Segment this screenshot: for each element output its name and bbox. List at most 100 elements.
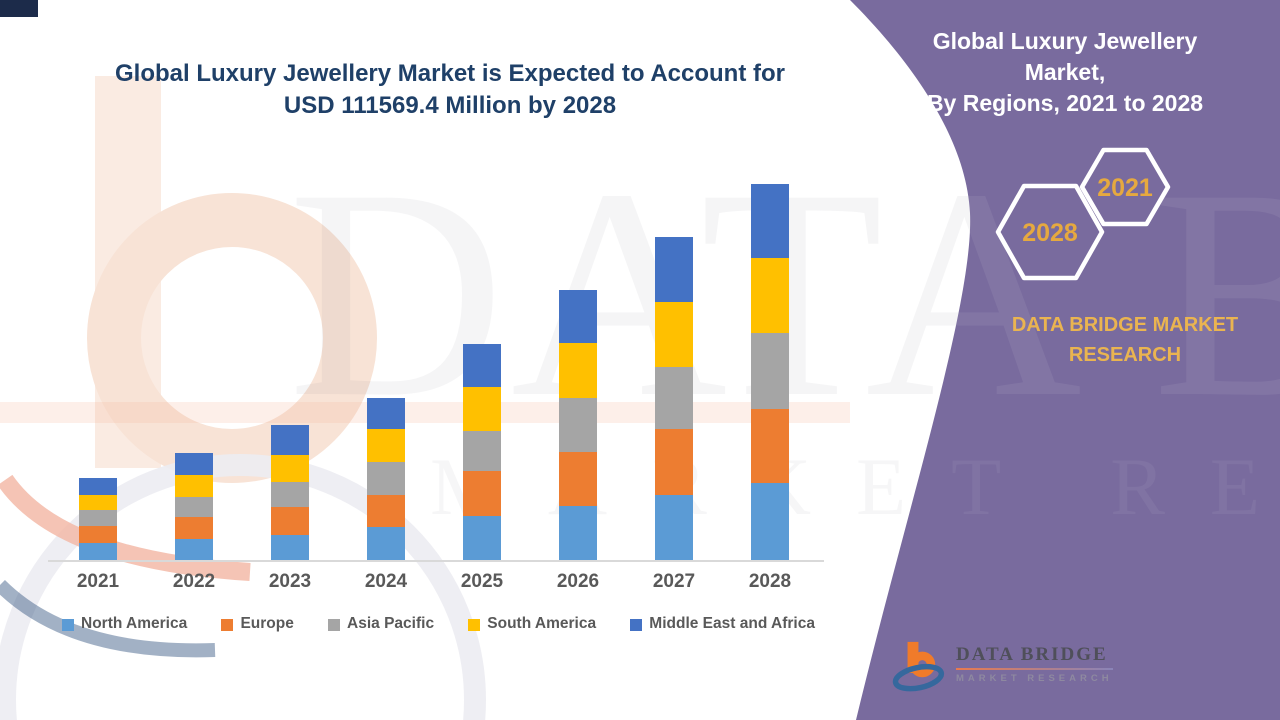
- segment-2027-south-america: [655, 301, 693, 367]
- segment-2023-europe: [271, 507, 309, 536]
- legend-swatch-south-america: [468, 618, 481, 631]
- legend-label-middle-east-and-africa: Middle East and Africa: [649, 615, 815, 632]
- bar-column-2022: [146, 184, 242, 560]
- hexagon-2021: [1079, 147, 1171, 227]
- segment-2024-south-america: [367, 429, 405, 463]
- bar-column-2027: [626, 184, 722, 560]
- segment-2021-europe: [79, 526, 117, 543]
- segment-2023-middle-east-and-africa: [271, 425, 309, 455]
- segment-2024-middle-east-and-africa: [367, 397, 405, 430]
- bar-column-2025: [434, 184, 530, 560]
- segment-2025-north-america: [463, 515, 501, 560]
- corner-accent: [0, 0, 38, 17]
- bar-column-2028: [722, 184, 818, 560]
- segment-2022-middle-east-and-africa: [175, 453, 213, 475]
- segment-2024-north-america: [367, 526, 405, 560]
- segment-2023-asia-pacific: [271, 481, 309, 508]
- segment-2021-north-america: [79, 542, 117, 560]
- segment-2024-asia-pacific: [367, 462, 405, 495]
- segment-2027-north-america: [655, 495, 693, 560]
- segment-2026-asia-pacific: [559, 397, 597, 453]
- legend-swatch-europe: [221, 618, 234, 631]
- dbmr-logo-text: DATA BRIDGE MARKET RESEARCH: [956, 636, 1113, 684]
- legend-label-asia-pacific: Asia Pacific: [347, 615, 435, 632]
- legend-item-middle-east-and-africa: Middle East and Africa: [630, 615, 815, 633]
- logo-d-swoosh: [892, 663, 945, 692]
- segment-2025-middle-east-and-africa: [463, 343, 501, 388]
- segment-2026-europe: [559, 452, 597, 506]
- decor-band: [0, 402, 850, 423]
- x-axis-label-2021: 2021: [76, 571, 120, 592]
- legend-label-north-america: North America: [81, 615, 188, 632]
- legend-swatch-north-america: [62, 618, 74, 631]
- segment-2028-asia-pacific: [751, 333, 789, 410]
- x-axis-label-2024: 2024: [364, 571, 408, 592]
- segment-2023-north-america: [271, 535, 309, 560]
- segment-2021-asia-pacific: [79, 510, 117, 527]
- legend-item-asia-pacific: Asia Pacific: [328, 615, 434, 633]
- stacked-bar-2028: [751, 184, 789, 560]
- bar-column-2026: [530, 184, 626, 560]
- logo-b-watermark: [0, 76, 486, 720]
- segment-2025-europe: [463, 471, 501, 516]
- stacked-bar-2025: [463, 343, 501, 560]
- segment-2027-europe: [655, 429, 693, 495]
- panel-title-line1: Global Luxury Jewellery Market,: [932, 28, 1198, 85]
- segment-2024-europe: [367, 494, 405, 527]
- segment-2022-europe: [175, 517, 213, 540]
- legend-item-europe: Europe: [221, 615, 294, 633]
- legend-item-north-america: North America: [62, 615, 187, 633]
- logo-divider: [956, 668, 1113, 670]
- hexagon-2021-label: 2021: [1097, 174, 1153, 202]
- segment-2023-south-america: [271, 454, 309, 482]
- chart-headline: Global Luxury Jewellery Market is Expect…: [55, 58, 845, 122]
- segment-2027-asia-pacific: [655, 366, 693, 430]
- panel-title: Global Luxury Jewellery Market, By Regio…: [890, 26, 1240, 119]
- segment-2028-middle-east-and-africa: [751, 184, 789, 259]
- stacked-bar-2026: [559, 289, 597, 560]
- stacked-bar-2024: [367, 397, 405, 560]
- segment-2026-north-america: [559, 505, 597, 560]
- x-axis-label-2026: 2026: [556, 571, 600, 592]
- hexagon-2028-label: 2028: [1022, 219, 1078, 247]
- chart-headline-line1: Global Luxury Jewellery Market is Expect…: [115, 60, 785, 87]
- bar-column-2023: [242, 184, 338, 560]
- segment-2028-south-america: [751, 258, 789, 334]
- chart-headline-line2: USD 111569.4 Million by 2028: [283, 92, 617, 119]
- dbmr-logo: DATA BRIDGE MARKET RESEARCH: [892, 636, 1113, 696]
- panel-brand-text: DATA BRIDGE MARKET RESEARCH: [1011, 314, 1239, 366]
- hexagon-2028: [995, 183, 1105, 281]
- segment-2022-south-america: [175, 474, 213, 498]
- legend-label-europe: Europe: [240, 615, 294, 632]
- x-axis-line: [48, 560, 824, 562]
- x-axis-label-2025: 2025: [460, 571, 504, 592]
- legend-swatch-asia-pacific: [328, 618, 341, 631]
- stacked-bar-2021: [79, 478, 117, 560]
- bar-column-2021: [50, 184, 146, 560]
- x-axis-labels: 2021 2022 2023 2024 2025 2026 2027 2028: [50, 571, 818, 593]
- stacked-bar-2027: [655, 237, 693, 560]
- watermark-navy-swoosh: [0, 580, 216, 658]
- segment-2022-north-america: [175, 539, 213, 560]
- logo-subtitle: MARKET RESEARCH: [956, 673, 1113, 684]
- segment-2028-north-america: [751, 483, 789, 560]
- segment-2022-asia-pacific: [175, 497, 213, 518]
- panel-title-line2: By Regions, 2021 to 2028: [926, 90, 1204, 116]
- legend-label-south-america: South America: [487, 615, 597, 632]
- x-axis-label-2022: 2022: [172, 571, 216, 592]
- chart-legend: North America Europe Asia Pacific South Ame…: [62, 615, 815, 633]
- dbmr-logo-mark: [892, 641, 945, 692]
- segment-2028-europe: [751, 409, 789, 484]
- bar-column-2024: [338, 184, 434, 560]
- segment-2025-south-america: [463, 387, 501, 431]
- segment-2026-south-america: [559, 343, 597, 398]
- segment-2021-middle-east-and-africa: [79, 478, 117, 495]
- purple-panel-shape: [850, 0, 1280, 720]
- stacked-bar-plot: [50, 184, 818, 560]
- year-hexagons: 2028 2021: [995, 147, 1171, 281]
- stacked-bar-2023: [271, 425, 309, 560]
- segment-2026-middle-east-and-africa: [559, 289, 597, 344]
- x-axis-label-2023: 2023: [268, 571, 312, 592]
